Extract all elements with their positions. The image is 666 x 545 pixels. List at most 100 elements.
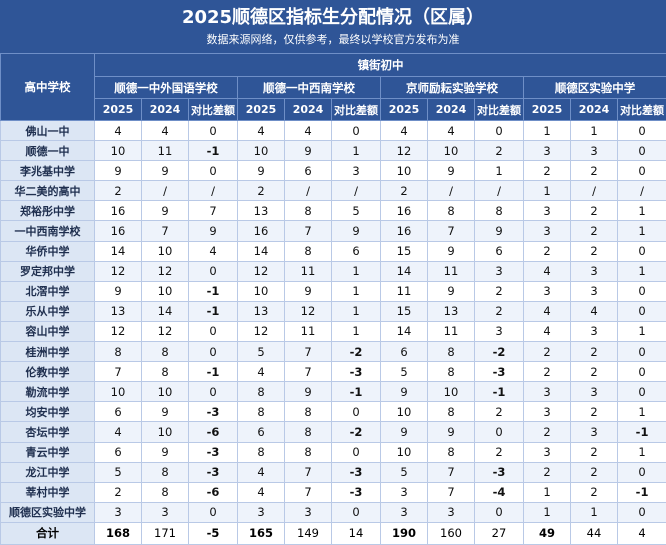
- table-cell: -3: [475, 462, 524, 482]
- table-cell: 8: [285, 201, 332, 221]
- table-cell: -3: [475, 362, 524, 382]
- table-cell: 9: [142, 201, 189, 221]
- table-cell: 8: [142, 342, 189, 362]
- table-cell: 1: [618, 201, 666, 221]
- table-cell: 4: [524, 301, 571, 321]
- table-cell: 2: [571, 362, 618, 382]
- table-cell: 10: [95, 141, 142, 161]
- high-school-name: 莘村中学: [1, 482, 95, 502]
- table-cell: 2: [571, 402, 618, 422]
- table-cell: 14: [381, 261, 428, 281]
- table-cell: 16: [95, 221, 142, 241]
- table-cell: 1: [475, 161, 524, 181]
- table-cell: 16: [381, 221, 428, 241]
- table-cell: 3: [571, 422, 618, 442]
- table-cell: 9: [95, 161, 142, 181]
- table-cell: 1: [524, 181, 571, 201]
- high-school-name: 华二美的高中: [1, 181, 95, 201]
- table-cell: 2: [571, 161, 618, 181]
- title-banner: 2025顺德区指标生分配情况（区属） 数据来源网络，仅供参考，最终以学校官方发布…: [0, 0, 666, 53]
- table-cell: 8: [95, 342, 142, 362]
- table-cell: 7: [428, 221, 475, 241]
- page-title: 2025顺德区指标生分配情况（区属）: [0, 0, 666, 32]
- table-cell: 2: [381, 181, 428, 201]
- table-cell: 0: [189, 121, 238, 141]
- total-cell: 49: [524, 522, 571, 544]
- table-cell: 3: [571, 321, 618, 341]
- high-school-name: 一中西南学校: [1, 221, 95, 241]
- table-cell: 4: [524, 261, 571, 281]
- table-cell: 0: [189, 342, 238, 362]
- table-cell: 1: [524, 502, 571, 522]
- high-school-name: 均安中学: [1, 402, 95, 422]
- table-cell: 0: [618, 141, 666, 161]
- table-cell: 5: [381, 462, 428, 482]
- table-cell: 0: [618, 462, 666, 482]
- table-cell: 10: [142, 241, 189, 261]
- table-cell: 7: [428, 462, 475, 482]
- sub-header: 2024: [142, 99, 189, 121]
- table-cell: 0: [332, 502, 381, 522]
- table-cell: 5: [238, 342, 285, 362]
- table-cell: /: [189, 181, 238, 201]
- table-cell: 3: [571, 281, 618, 301]
- table-cell: 0: [618, 241, 666, 261]
- table-cell: 9: [332, 221, 381, 241]
- table-cell: 7: [142, 221, 189, 241]
- table-cell: /: [332, 181, 381, 201]
- table-cell: 9: [238, 161, 285, 181]
- table-cell: -6: [189, 422, 238, 442]
- high-school-name: 北滘中学: [1, 281, 95, 301]
- high-school-name: 郑裕彤中学: [1, 201, 95, 221]
- school-header: 顺德一中西南学校: [238, 77, 381, 99]
- table-cell: 16: [381, 201, 428, 221]
- table-cell: 0: [618, 502, 666, 522]
- table-cell: 3: [475, 321, 524, 341]
- table-cell: 1: [618, 321, 666, 341]
- page-subtitle: 数据来源网络，仅供参考，最终以学校官方发布为准: [0, 32, 666, 48]
- total-cell: 4: [618, 522, 666, 544]
- table-cell: 13: [428, 301, 475, 321]
- table-cell: 0: [189, 261, 238, 281]
- high-school-name: 佛山一中: [1, 121, 95, 141]
- table-cell: 3: [571, 382, 618, 402]
- table-cell: 2: [571, 342, 618, 362]
- table-cell: 5: [95, 462, 142, 482]
- table-cell: 1: [332, 261, 381, 281]
- table-cell: 3: [332, 161, 381, 181]
- table-cell: 13: [238, 301, 285, 321]
- table-cell: 12: [238, 261, 285, 281]
- table-cell: 2: [571, 201, 618, 221]
- high-school-name: 龙江中学: [1, 462, 95, 482]
- table-cell: 3: [381, 502, 428, 522]
- table-cell: 3: [571, 261, 618, 281]
- table-cell: 1: [524, 482, 571, 502]
- total-cell: -5: [189, 522, 238, 544]
- table-cell: 1: [332, 281, 381, 301]
- table-cell: 2: [475, 141, 524, 161]
- table-cell: -1: [189, 362, 238, 382]
- table-cell: 9: [381, 422, 428, 442]
- table-cell: 6: [475, 241, 524, 261]
- table-cell: 2: [524, 241, 571, 261]
- table-cell: -3: [189, 402, 238, 422]
- table-cell: 3: [524, 402, 571, 422]
- table-cell: 4: [238, 121, 285, 141]
- table-cell: 9: [475, 221, 524, 241]
- table-cell: 9: [142, 442, 189, 462]
- total-cell: 168: [95, 522, 142, 544]
- table-cell: 12: [95, 321, 142, 341]
- table-cell: 4: [189, 241, 238, 261]
- table-cell: 7: [285, 462, 332, 482]
- row-header: 高中学校: [1, 54, 95, 121]
- high-school-name: 乐从中学: [1, 301, 95, 321]
- table-cell: 0: [618, 342, 666, 362]
- table-cell: 7: [285, 221, 332, 241]
